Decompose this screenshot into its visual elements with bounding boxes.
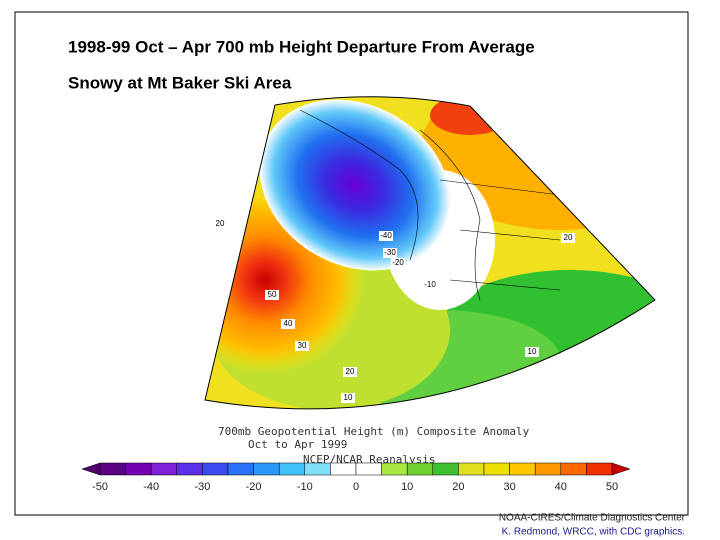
label-box xyxy=(343,367,357,377)
contour-label: 20 xyxy=(564,233,573,242)
colorbar-end xyxy=(611,462,631,476)
label-box xyxy=(265,290,279,300)
colorbar-swatch xyxy=(381,462,408,476)
caption-line: Oct to Apr 1999 xyxy=(248,438,347,451)
colorbar-label: 40 xyxy=(555,481,567,493)
contour-label: 10 xyxy=(528,347,537,356)
contour-label: 30 xyxy=(298,341,307,350)
caption-line: 700mb Geopotential Height (m) Composite … xyxy=(218,425,530,438)
contour-label: -40 xyxy=(380,231,392,240)
subtitle: Snowy at Mt Baker Ski Area xyxy=(68,73,292,92)
label-box xyxy=(295,341,309,351)
colorbar-swatch xyxy=(176,462,203,476)
frame xyxy=(14,11,689,516)
label-box xyxy=(383,248,397,258)
colorbar-swatch xyxy=(509,462,536,476)
label-box xyxy=(341,393,355,403)
colorbar-label: 10 xyxy=(401,481,413,493)
label-box xyxy=(423,280,437,290)
contour-label: 20 xyxy=(346,367,355,376)
label-box xyxy=(391,258,405,268)
colorbar-label: -40 xyxy=(143,481,159,493)
colorbar-swatch xyxy=(560,462,587,476)
credit: K. Redmond, WRCC, with CDC graphics. xyxy=(502,527,685,538)
colorbar-swatch xyxy=(483,462,510,476)
contour-label: -10 xyxy=(424,280,436,289)
contour-label: 40 xyxy=(284,319,293,328)
colorbar-label: 20 xyxy=(452,481,464,493)
colorbar-swatch xyxy=(458,462,485,476)
colorbar: -50 -40 -30 -20 -10 0 10 20 30 40 50 xyxy=(81,462,631,493)
anomaly-map xyxy=(205,96,655,409)
contour-label: 10 xyxy=(344,393,353,402)
colorbar-swatch xyxy=(355,462,382,476)
map-outline xyxy=(204,96,656,410)
label-box xyxy=(213,219,227,229)
colorbar-swatch xyxy=(432,462,459,476)
contour-label: -20 xyxy=(392,258,404,267)
colorbar-swatch xyxy=(406,462,434,476)
contour-label: 20 xyxy=(216,219,225,228)
contour-label: 50 xyxy=(268,290,277,299)
colorbar-label: -30 xyxy=(194,481,210,493)
colorbar-swatch xyxy=(202,462,229,476)
colorbar-swatch xyxy=(278,462,306,476)
label-box xyxy=(281,319,295,329)
colorbar-end xyxy=(81,462,101,476)
colorbar-swatch xyxy=(227,462,254,476)
source: NOAA-CIRES/Climate Diagnostics Center xyxy=(499,513,686,524)
colorbar-label: -50 xyxy=(92,481,108,493)
colorbar-swatch xyxy=(586,462,613,476)
contour-label: -30 xyxy=(384,248,396,257)
colorbar-swatch xyxy=(330,462,357,476)
colorbar-swatch xyxy=(304,462,331,476)
colorbar-label: 30 xyxy=(503,481,515,493)
label-box xyxy=(525,347,539,357)
colorbar-label: -20 xyxy=(246,481,262,493)
label-box xyxy=(561,233,575,243)
colorbar-label: 0 xyxy=(353,481,359,493)
colorbar-swatch xyxy=(534,462,562,476)
title: 1998-99 Oct – Apr 700 mb Height Departur… xyxy=(68,37,535,56)
label-box xyxy=(379,231,393,241)
colorbar-swatch xyxy=(99,462,126,476)
colorbar-label: 50 xyxy=(606,481,618,493)
colorbar-swatch xyxy=(150,462,178,476)
colorbar-swatch xyxy=(253,462,280,476)
colorbar-swatch xyxy=(125,462,152,476)
colorbar-label: -10 xyxy=(297,481,313,493)
